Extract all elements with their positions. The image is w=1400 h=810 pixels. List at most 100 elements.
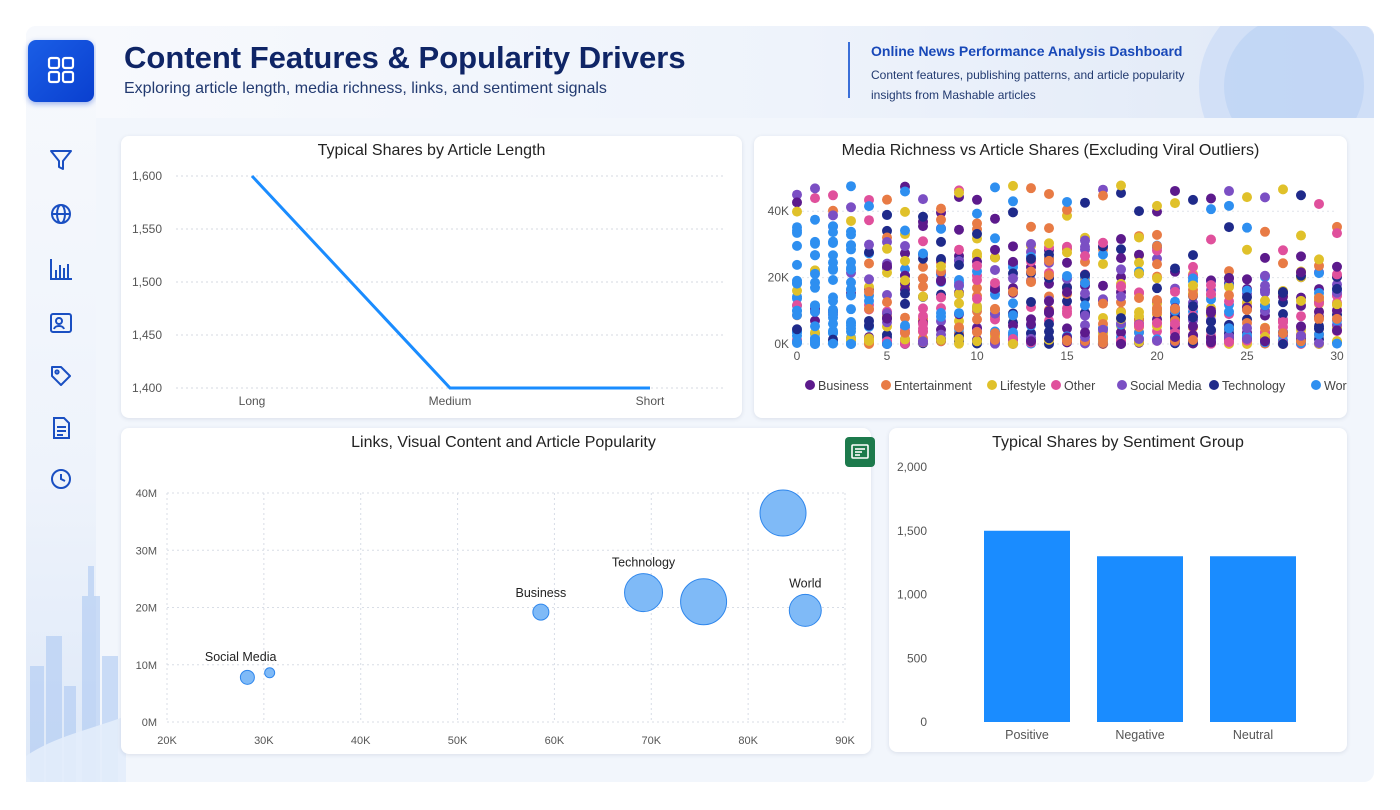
- y-tick-label: 20K: [768, 271, 789, 285]
- scatter-point: [1296, 190, 1306, 201]
- scatter-point: [1008, 180, 1018, 191]
- scatter-point: [918, 194, 928, 205]
- scatter-point: [1098, 249, 1108, 260]
- scatter-point: [1278, 245, 1288, 256]
- scatter-point: [1116, 253, 1126, 264]
- legend-label: Entertainment: [894, 379, 972, 393]
- scatter-point: [954, 244, 964, 255]
- article-length-chart: 1,400 1,450 1,500 1,550 1,600 Long Medium Short: [132, 169, 726, 408]
- scatter-point: [1278, 258, 1288, 269]
- scatter-point: [1314, 254, 1324, 265]
- scatter-point: [918, 273, 928, 284]
- scatter-point: [1134, 334, 1144, 345]
- scatter-point: [954, 280, 964, 291]
- scatter-point: [1260, 280, 1270, 291]
- scatter-point: [900, 320, 910, 331]
- scatter-point: [1134, 307, 1144, 318]
- legend-label: Technology: [1222, 379, 1286, 393]
- scatter-point: [792, 324, 802, 335]
- x-tick-label: Short: [636, 394, 665, 408]
- globe-icon[interactable]: [48, 201, 74, 227]
- globe-decoration: [1199, 26, 1374, 118]
- export-data-button[interactable]: [845, 437, 875, 467]
- scatter-point: [1152, 200, 1162, 211]
- y-tick-label: 0: [920, 715, 927, 729]
- scatter-point: [1062, 296, 1072, 307]
- scatter-point: [1098, 258, 1108, 269]
- scatter-point: [1044, 223, 1054, 234]
- scatter-point: [918, 336, 928, 347]
- scatter-point: [1278, 338, 1288, 349]
- scatter-point: [1206, 324, 1216, 335]
- scatter-point: [1008, 320, 1018, 331]
- scatter-point: [954, 308, 964, 319]
- scatter-point: [1062, 270, 1072, 281]
- scatter-point: [810, 250, 820, 261]
- grid-icon: [47, 56, 75, 84]
- scatter-point: [972, 260, 982, 271]
- dashboard-description: Content features, publishing patterns, a…: [871, 68, 1185, 102]
- scatter-point: [1062, 287, 1072, 298]
- legend-label: Business: [818, 379, 869, 393]
- scatter-point: [882, 313, 892, 324]
- x-tick-label: 50K: [448, 735, 468, 747]
- scatter-point: [1206, 337, 1216, 348]
- scatter-point: [918, 311, 928, 322]
- scatter-point: [1314, 313, 1324, 324]
- scatter-point: [1062, 257, 1072, 268]
- x-tick-label: 10: [970, 349, 984, 363]
- series-line: [250, 174, 650, 390]
- scatter-point: [972, 336, 982, 347]
- scatter-point: [1008, 310, 1018, 321]
- person-card-icon[interactable]: [48, 310, 74, 336]
- clock-icon[interactable]: [48, 466, 74, 492]
- scatter-point: [900, 298, 910, 309]
- scatter-point: [1134, 249, 1144, 260]
- scatter-point: [1188, 261, 1198, 272]
- filter-icon[interactable]: [48, 147, 74, 173]
- scatter-point: [1098, 331, 1108, 342]
- x-tick-label: 90K: [835, 735, 855, 747]
- links-visual-chart: 0M 10M 20M 30M 40M 20K 30K 40K 50K 60K 70K 80K 90K So…: [136, 488, 856, 747]
- x-tick-label: Neutral: [1233, 728, 1273, 742]
- scatter-point: [864, 274, 874, 285]
- scatter-point: [1242, 304, 1252, 315]
- scatter-point: [828, 264, 838, 275]
- y-tick-label: 30M: [136, 545, 157, 557]
- bar-chart-icon[interactable]: [48, 256, 74, 282]
- scatter-point: [1098, 280, 1108, 291]
- scatter-point: [990, 233, 1000, 244]
- scatter-point: [1332, 269, 1342, 280]
- scatter-point: [918, 303, 928, 314]
- scatter-point: [1098, 237, 1108, 248]
- scatter-point: [1242, 192, 1252, 203]
- scatter-point: [1062, 306, 1072, 317]
- page-title: Content Features & Popularity Drivers: [124, 40, 686, 75]
- bubble: [264, 667, 276, 679]
- scatter-point: [1134, 268, 1144, 279]
- scatter-point: [900, 206, 910, 217]
- scatter-point: [900, 327, 910, 338]
- scatter-point: [1278, 328, 1288, 339]
- scatter-point: [1152, 229, 1162, 240]
- scatter-point: [1116, 244, 1126, 255]
- scatter-point: [1188, 301, 1198, 312]
- bubble: [759, 489, 807, 537]
- tag-icon[interactable]: [48, 363, 74, 389]
- scatter-point: [1314, 268, 1324, 279]
- scatter-point: [1116, 313, 1126, 324]
- home-button[interactable]: [28, 40, 94, 102]
- scatter-point: [900, 288, 910, 299]
- scatter-point: [810, 183, 820, 194]
- scatter-point: [1152, 259, 1162, 270]
- scatter-point: [1224, 323, 1234, 334]
- legend-marker: [881, 380, 891, 390]
- scatter-point: [1080, 320, 1090, 331]
- scatter-point: [972, 327, 982, 338]
- document-icon[interactable]: [48, 415, 74, 441]
- scatter-point: [1188, 290, 1198, 301]
- scatter-point: [1188, 334, 1198, 345]
- media-richness-chart: 0K 20K 40K 0 5 10 15 20 25 30 Business Entertainmen…: [768, 180, 1347, 393]
- legend-label: World: [1324, 379, 1347, 393]
- scatter-point: [864, 201, 874, 212]
